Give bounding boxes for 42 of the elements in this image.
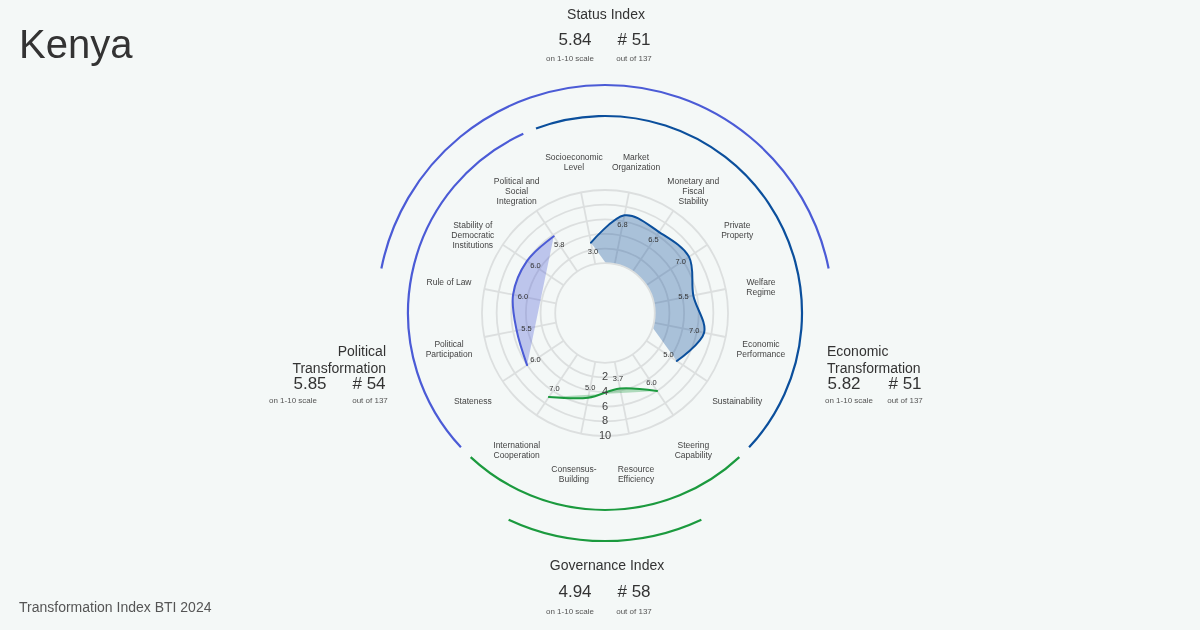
text: out of 137: [616, 54, 653, 63]
spoke-label: Economic Performance: [736, 339, 786, 360]
text: # 58: [617, 582, 651, 601]
spoke-label: Private Property: [721, 219, 755, 240]
spoke-label: Market Organization: [611, 152, 661, 173]
text: on 1-10 scale: [268, 396, 318, 405]
text: Economic Transformation: [827, 342, 921, 376]
text: # 54: [352, 374, 386, 393]
text: Political Transformation: [292, 342, 386, 376]
spoke-label: Socioeconomic Level: [545, 152, 604, 173]
spoke-label: Consensus-Building: [551, 463, 597, 484]
text: out of 137: [616, 607, 653, 616]
spoke-label: Welfare Regime: [746, 276, 776, 297]
y-tick-label: 2: [601, 370, 609, 383]
text: on 1-10 scale: [824, 396, 874, 405]
y-tick-label: 10: [598, 429, 612, 441]
text: 5.84: [558, 30, 592, 49]
text: 5.85: [293, 374, 327, 393]
spoke-label: Resource Efficiency: [617, 463, 655, 484]
spoke-label: Rule of Law: [426, 276, 473, 287]
text: Status Index: [567, 5, 645, 22]
spoke-label: Political and Social Integration: [493, 175, 540, 206]
y-tick-label: 6: [601, 399, 609, 412]
text: Transformation Index BTI 2024: [19, 599, 212, 615]
text: out of 137: [887, 396, 924, 405]
text: # 51: [888, 374, 922, 393]
text: # 51: [617, 30, 651, 49]
text: on 1-10 scale: [545, 607, 595, 616]
text: Governance Index: [549, 557, 665, 573]
spoke-label: Sustainability: [712, 396, 763, 407]
text: on 1-10 scale: [545, 54, 595, 63]
spoke-label: Stateness: [453, 396, 492, 407]
text: Kenya: [19, 22, 134, 66]
spoke-label: Stability of Democratic Institutions: [451, 219, 496, 250]
text: 4.94: [558, 582, 592, 601]
spoke-label: Monetary and Fiscal Stability: [667, 175, 720, 206]
y-tick-label: 8: [601, 414, 609, 427]
spoke-label: International Cooperation: [493, 440, 541, 461]
spoke-label: Steering Capability: [674, 440, 713, 461]
text: 5.82: [827, 374, 861, 393]
text: out of 137: [352, 396, 389, 405]
spoke-label: Political Participation: [425, 339, 473, 360]
